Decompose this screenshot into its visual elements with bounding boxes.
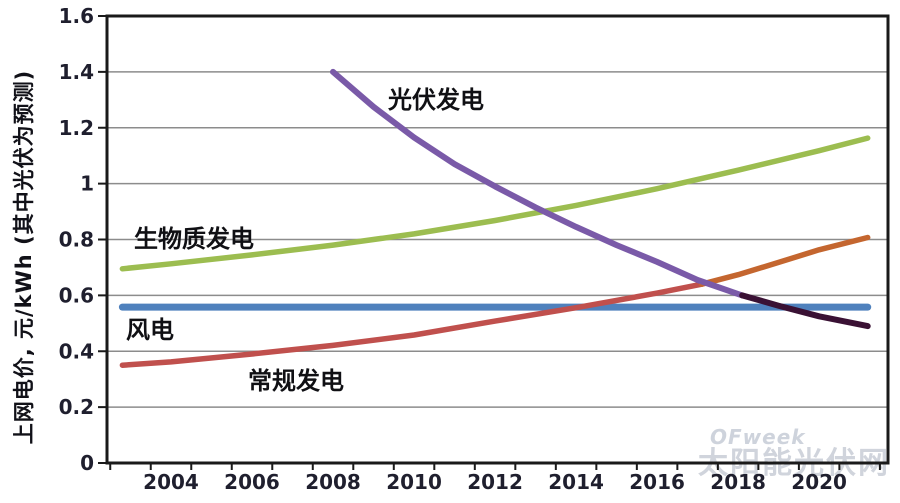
y-tick-label: 0.4 (59, 339, 94, 363)
x-tick-label: 2008 (305, 470, 361, 494)
series-lines (118, 68, 872, 368)
y-tick-label: 1 (80, 172, 94, 196)
series-label-biomass: 生物质发电 (134, 225, 254, 253)
y-tick-label: 0.2 (59, 395, 94, 419)
y-tick-label: 0.6 (59, 283, 94, 307)
x-tick-label: 2018 (710, 470, 766, 494)
series-line-conventional-extension (698, 234, 871, 287)
series-line-pv (330, 68, 746, 299)
x-tick-label: 2010 (386, 470, 442, 494)
gridlines (107, 71, 888, 408)
series-label-wind: 风电 (126, 316, 174, 344)
x-tick-label: 2016 (629, 470, 685, 494)
y-tick-label: 0 (80, 451, 94, 475)
series-line-conventional (119, 281, 705, 368)
series-line-biomass (119, 135, 871, 272)
x-tick-label: 2020 (791, 470, 847, 494)
x-tick-label: 2004 (143, 470, 199, 494)
series-label-pv: 光伏发电 (388, 86, 484, 114)
y-axis-title: 上网电价, 元/kWh (其中光伏为预测) (12, 69, 36, 445)
y-tick-label: 1.6 (59, 4, 94, 28)
x-tick-label: 2014 (548, 470, 604, 494)
series-line-pv-forecast (739, 292, 871, 330)
series-label-conventional: 常规发电 (248, 367, 344, 395)
y-axis: 0 0.2 0.4 0.6 0.8 1 1.2 1.4 1.6 (59, 4, 107, 475)
x-tick-label: 2012 (467, 470, 523, 494)
y-tick-label: 0.8 (59, 228, 94, 252)
y-tick-label: 1.2 (59, 116, 94, 140)
x-tick-label: 2006 (224, 470, 280, 494)
y-tick-label: 1.4 (59, 60, 94, 84)
x-axis: 2004 2006 2008 2010 2012 2014 2016 2018 2020 (109, 463, 881, 494)
